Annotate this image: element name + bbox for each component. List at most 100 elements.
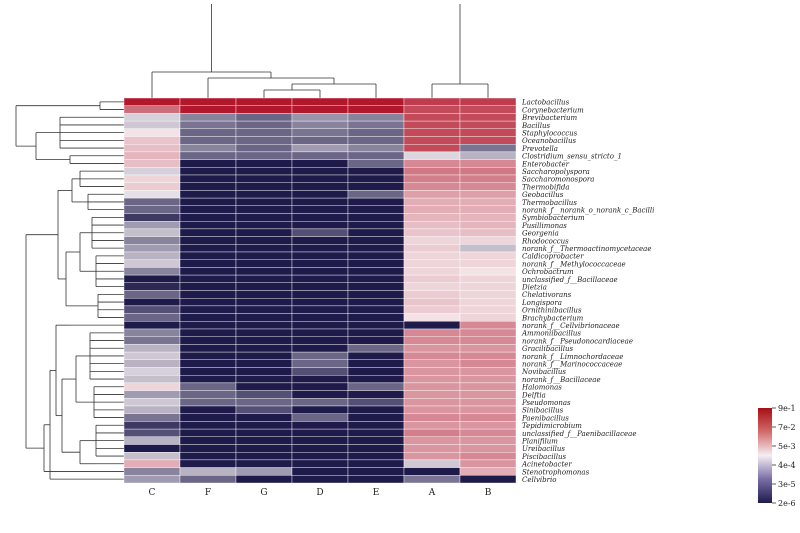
heatmap-cell: [179, 351, 237, 361]
heatmap-cell: [347, 105, 405, 114]
row-label: Brachybacterium: [521, 314, 584, 322]
heatmap-cell: [459, 128, 517, 137]
heatmap-cell: [403, 452, 461, 461]
heatmap-cell: [235, 313, 293, 322]
heatmap-cell: [403, 390, 461, 399]
heatmap-cell: [123, 267, 181, 276]
heatmap-cell: [459, 305, 517, 314]
heatmap-cell: [459, 151, 517, 160]
heatmap-cell: [403, 174, 461, 183]
heatmap-cell: [291, 428, 349, 438]
heatmap-cell: [291, 298, 349, 307]
heatmap-cell: [403, 421, 461, 430]
column-label: F: [205, 488, 211, 498]
heatmap-cell: [403, 151, 461, 160]
heatmap-cell: [123, 128, 181, 137]
heatmap-cell: [179, 344, 237, 353]
row-label: Lactobacillus: [521, 99, 570, 107]
row-label: Cellvibrio: [522, 476, 556, 484]
row-label: Clostridium_sensu_stricto_1: [522, 153, 622, 161]
heatmap-cell: [347, 228, 405, 237]
heatmap-cell: [403, 228, 461, 237]
heatmap-cell: [291, 143, 349, 153]
heatmap-cell: [235, 328, 293, 337]
row-label: Enterobacter: [521, 160, 570, 168]
heatmap-cell: [235, 398, 293, 407]
heatmap-cell: [459, 205, 517, 214]
heatmap-cell: [235, 413, 293, 422]
heatmap-cell: [179, 136, 237, 145]
heatmap-cell: [123, 97, 181, 106]
column-label: D: [316, 488, 323, 498]
heatmap-cell: [459, 459, 517, 468]
heatmap-cell: [235, 428, 293, 438]
heatmap-cell: [123, 375, 181, 384]
heatmap-cell: [347, 236, 405, 245]
column-label: B: [485, 488, 492, 498]
heatmap-cell: [403, 205, 461, 214]
row-label: Saccharomonospora: [522, 176, 594, 184]
heatmap-cell: [403, 459, 461, 468]
heatmap-cell: [291, 113, 349, 122]
heatmap-cell: [179, 359, 237, 368]
row-label: Corynebacterium: [522, 106, 584, 114]
heatmap-cell: [347, 259, 405, 268]
heatmap-cell: [123, 405, 181, 414]
heatmap-cell: [235, 382, 293, 391]
heatmap-cell: [179, 282, 237, 291]
heatmap-cell: [291, 382, 349, 391]
heatmap-cell: [459, 290, 517, 299]
heatmap-cell: [403, 444, 461, 453]
heatmap-cell: [235, 251, 293, 260]
heatmap-cell: [403, 197, 461, 207]
heatmap-cell: [291, 190, 349, 199]
heatmap-cell: [291, 398, 349, 407]
heatmap-cell: [347, 97, 405, 106]
heatmap-cell: [179, 298, 237, 307]
heatmap-cell: [179, 405, 237, 414]
heatmap-cell: [235, 220, 293, 230]
row-label: Gracilibacillus: [522, 345, 574, 353]
heatmap-cell: [235, 367, 293, 376]
heatmap-cell: [403, 328, 461, 337]
heatmap-cell: [179, 151, 237, 160]
heatmap-cell: [123, 444, 181, 453]
heatmap-cell: [291, 182, 349, 191]
heatmap-cell: [179, 452, 237, 461]
heatmap-cell: [347, 382, 405, 391]
row-label: Stenotrophomonas: [522, 468, 590, 476]
heatmap-cell: [347, 213, 405, 222]
heatmap-cell: [459, 174, 517, 183]
heatmap-cell: [459, 390, 517, 399]
heatmap-cell: [291, 375, 349, 384]
row-label: norank_f__Bacillaceae: [522, 376, 601, 384]
heatmap-cell: [347, 136, 405, 145]
row-label: unclassified_f__Bacillaceae: [522, 276, 618, 284]
heatmap-cell: [291, 244, 349, 253]
heatmap-cell: [123, 282, 181, 291]
heatmap-cell: [347, 282, 405, 291]
legend-color-bar: [758, 408, 772, 503]
heatmap-cell: [347, 398, 405, 407]
heatmap-cell: [347, 436, 405, 445]
heatmap-cell: [347, 182, 405, 191]
heatmap-cell: [235, 159, 293, 168]
column-label: A: [428, 488, 436, 498]
heatmap-cell: [403, 97, 461, 106]
heatmap-cell: [347, 336, 405, 345]
heatmap-cell: [347, 274, 405, 284]
legend-tick-label: 9e-1: [778, 404, 796, 413]
heatmap-cell: [347, 113, 405, 122]
heatmap-cell: [291, 128, 349, 137]
heatmap-cell: [179, 382, 237, 391]
heatmap-cell: [235, 236, 293, 245]
heatmap-cell: [403, 398, 461, 407]
heatmap-cell: [403, 282, 461, 291]
heatmap-cell: [347, 167, 405, 176]
heatmap-cell: [291, 136, 349, 145]
heatmap-cell: [291, 282, 349, 291]
heatmap-cell: [291, 290, 349, 299]
heatmap-cell: [123, 244, 181, 253]
heatmap-cell: [347, 428, 405, 438]
heatmap-cell: [403, 313, 461, 322]
